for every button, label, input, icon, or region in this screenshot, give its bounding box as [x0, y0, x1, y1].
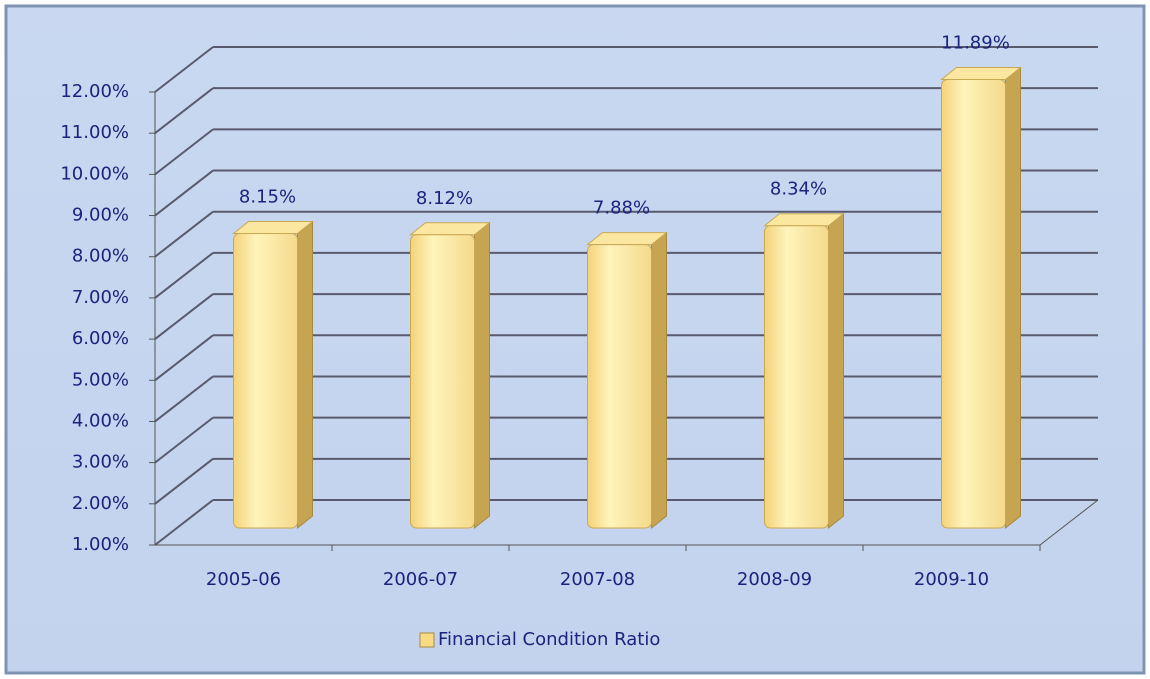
grid-line-side	[154, 334, 214, 382]
x-tick-label: 2007-08	[560, 569, 635, 590]
y-tick-label: 5.00%	[72, 369, 129, 390]
bar	[763, 212, 845, 530]
bar	[232, 220, 314, 530]
bar-side	[474, 221, 490, 530]
y-tick-label: 12.00%	[60, 81, 129, 102]
y-tick-label: 8.00%	[72, 246, 129, 267]
bar-side	[651, 231, 667, 530]
x-tick-label: 2009-10	[914, 569, 989, 590]
grid-line-side	[154, 458, 214, 505]
value-label: 8.12%	[416, 188, 473, 209]
grid-line-side	[154, 293, 214, 340]
y-tick-label: 6.00%	[72, 328, 129, 349]
value-label: 11.89%	[941, 33, 1010, 54]
grid-line-side	[154, 252, 214, 299]
bar-front	[941, 79, 1006, 529]
grid-line-side	[154, 87, 214, 134]
x-tick-label: 2006-07	[383, 569, 458, 590]
grid-line-side	[154, 375, 214, 423]
value-label: 8.34%	[770, 179, 827, 200]
bar-side	[828, 212, 844, 530]
y-tick-label: 1.00%	[72, 534, 129, 555]
y-tick-label: 4.00%	[72, 410, 129, 431]
legend-label: Financial Condition Ratio	[438, 629, 660, 650]
floor-edge	[1039, 499, 1099, 546]
value-label: 8.15%	[239, 187, 296, 208]
bar-front	[410, 234, 475, 529]
x-tick-label: 2005-06	[206, 569, 281, 590]
legend-swatch	[419, 632, 435, 648]
grid-line-side	[154, 416, 214, 464]
bar-front	[764, 225, 829, 529]
grid-line-side	[154, 499, 214, 546]
grid-line-side	[154, 46, 214, 93]
y-tick-label: 9.00%	[72, 205, 129, 226]
y-tick-label: 10.00%	[60, 163, 129, 184]
y-tick-label: 7.00%	[72, 287, 129, 308]
grid-line-side	[154, 128, 214, 176]
bar	[940, 66, 1022, 530]
bar-side	[297, 220, 313, 530]
bar-front	[587, 244, 652, 529]
bar	[586, 231, 668, 530]
grid-line-side	[154, 169, 214, 217]
y-tick-label: 3.00%	[72, 452, 129, 473]
bar-front	[233, 233, 298, 529]
y-tick-label: 11.00%	[60, 122, 129, 143]
bar	[409, 221, 491, 530]
value-label: 7.88%	[593, 198, 650, 219]
x-tick-label: 2008-09	[737, 569, 812, 590]
grid-line-side	[154, 210, 214, 258]
bar-side	[1005, 66, 1021, 530]
y-tick-label: 2.00%	[72, 493, 129, 514]
